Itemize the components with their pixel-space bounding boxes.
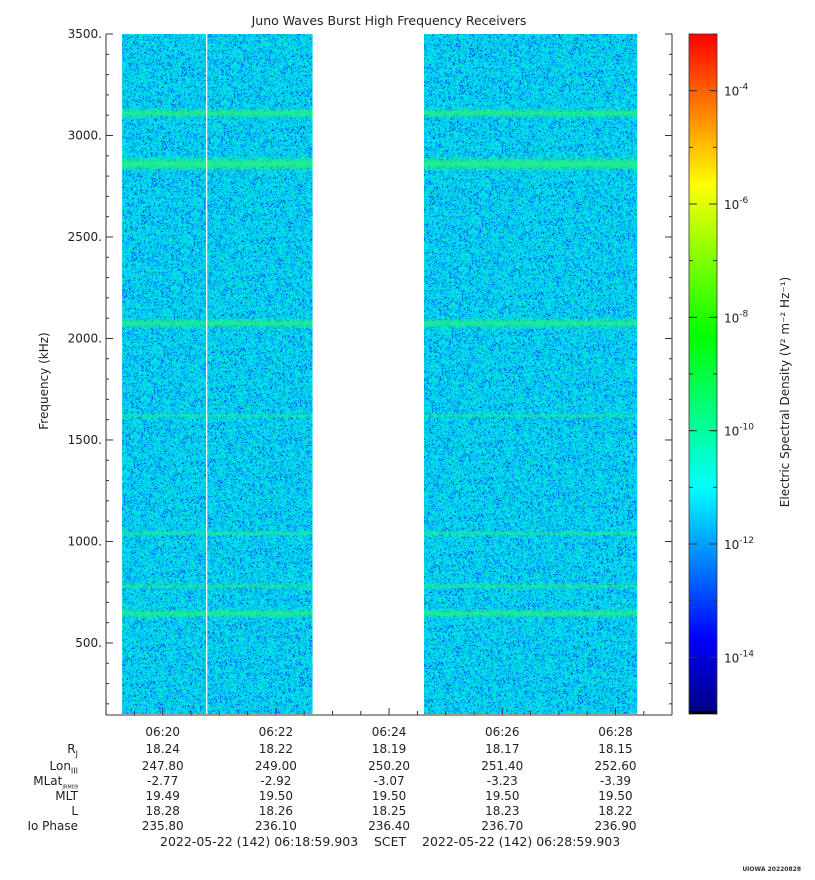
ephemeris-label: MLatJRM09 [33,774,78,791]
data-gap-2 [312,34,424,714]
ephemeris-label: RJ [67,742,78,759]
ephemeris-value: -2.92 [260,774,292,788]
y-tick-label: 3500. [68,27,102,41]
spectrogram-plot-area [122,34,638,714]
colorbar-tick-label: 10-6 [724,196,749,212]
ephemeris-label: MLT [55,789,78,803]
ephemeris-value: 18.22 [258,742,294,756]
ephemeris-value: 250.20 [368,759,411,773]
colorbar-tick-label: 10-12 [724,536,754,552]
ephemeris-value: 19.50 [598,789,633,803]
ephemeris-value: 18.15 [598,742,633,756]
y-tick-label: 2500. [68,230,102,244]
ephemeris-value: 251.40 [481,759,524,773]
ephemeris-value: 19.50 [258,789,294,803]
ephemeris-value: 18.22 [598,804,633,818]
ephemeris-value: 18.23 [485,804,520,818]
ephemeris-value: 18.26 [258,804,294,818]
ephemeris-value: -3.07 [373,774,405,788]
footer-time-frame: SCET [374,834,407,849]
y-tick-label: 1000. [68,534,102,548]
colorbar-tick-label: 10-8 [724,309,749,325]
ephemeris-value: 18.25 [371,804,407,818]
x-axis-ticks: 06:20 06:22 06:24 06:26 06:28 [105,708,645,739]
colorbar-floor [689,711,717,714]
footer-end-time: 2022-05-22 (142) 06:28:59.903 [422,834,621,849]
ephemeris-value: 252.60 [594,759,637,773]
ephemeris-value: 236.10 [254,819,297,833]
footer-start-time: 2022-05-22 (142) 06:18:59.903 [160,834,359,849]
ephemeris-value: -3.23 [486,774,518,788]
ephemeris-value: 236.40 [368,819,411,833]
ephemeris-label: Io Phase [27,819,78,833]
ephemeris-label: LonIII [49,759,79,776]
colorbar: 10-14 10-12 10-10 10-8 10-6 10-4 [688,33,754,715]
ephemeris-value: -3.39 [599,774,632,788]
y-tick-label: 3000. [68,128,102,142]
colorbar-title: Electric Spectral Density (V² m⁻² Hz⁻¹) [778,277,792,507]
ephemeris-value: 18.28 [145,804,180,818]
x-tick-label: 06:22 [259,725,294,739]
data-gap-1 [206,34,208,714]
chart-title: Juno Waves Burst High Frequency Receiver… [251,13,527,28]
x-tick-label: 06:28 [598,725,633,739]
x-tick-label: 06:26 [485,725,520,739]
spectrogram-segment-2 [423,34,638,714]
x-tick-label: 06:24 [372,725,407,739]
credit-stamp: UIOWA 20220828 [742,866,801,873]
colorbar-gradient [688,33,718,715]
ephemeris-value: 19.49 [145,789,180,803]
ephemeris-value: 236.90 [594,819,637,833]
y-axis-ticks: 500. 1000. 1500. 2000. 2500. 3000. 3500. [68,27,672,705]
ephemeris-value: 18.19 [371,742,407,756]
ephemeris-value: 249.00 [254,759,297,773]
ephemeris-value: 235.80 [141,819,184,833]
y-axis-title: Frequency (kHz) [37,332,51,429]
ephemeris-value: 18.24 [145,742,180,756]
x-tick-label: 06:20 [145,725,180,739]
spectrogram-segment-1 [122,34,313,714]
ephemeris-value: 236.70 [481,819,524,833]
ephemeris-label: L [71,804,78,818]
ephemeris-value: 19.50 [371,789,407,803]
ephemeris-value: 19.50 [485,789,520,803]
y-tick-label: 1500. [68,433,102,447]
colorbar-tick-label: 10-10 [724,423,754,439]
ephemeris-value: -2.77 [147,774,179,788]
ephemeris-value: 18.17 [485,742,520,756]
y-tick-label: 500. [75,636,102,650]
colorbar-tick-label: 10-14 [724,649,754,665]
ephemeris-value: 247.80 [141,759,184,773]
colorbar-tick-label: 10-4 [724,83,749,99]
y-tick-label: 2000. [68,331,102,345]
